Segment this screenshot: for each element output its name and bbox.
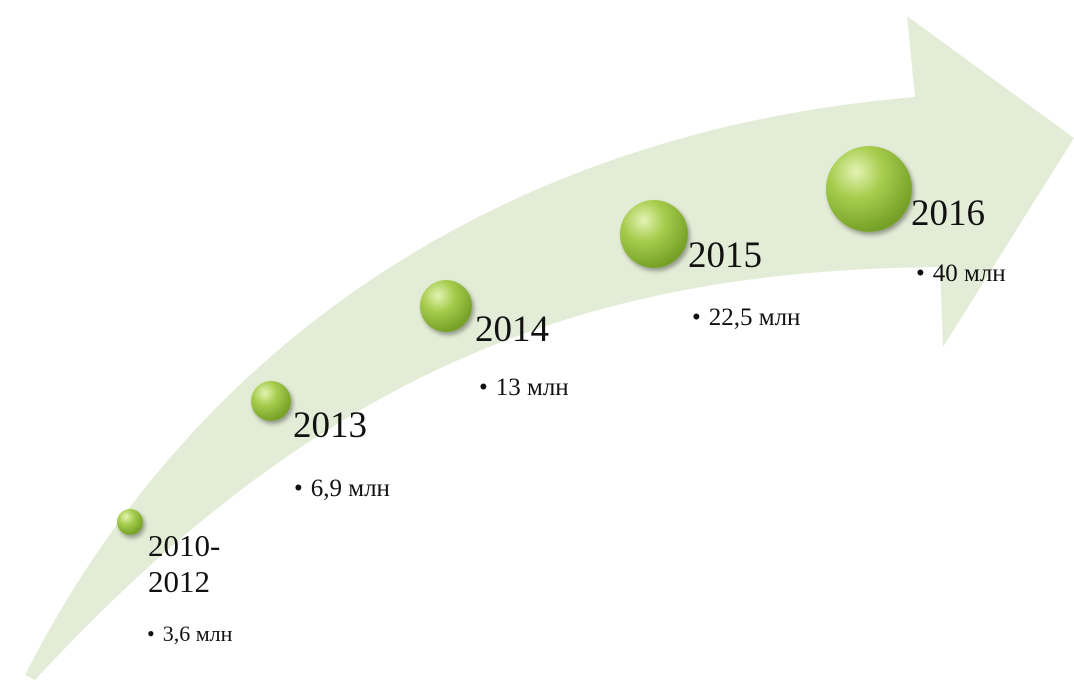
bullet-icon: •: [692, 304, 701, 331]
bullet-icon: •: [294, 475, 303, 502]
milestone-year: 2014: [475, 309, 549, 350]
milestone-ball: [420, 280, 472, 332]
milestone-ball: [251, 381, 291, 421]
milestone-value: • 22,5 млн: [692, 304, 801, 331]
bullet-icon: •: [479, 374, 488, 401]
curved-arrow: [25, 16, 1074, 680]
milestone-year: 2013: [293, 405, 367, 446]
milestone-year: 2016: [911, 193, 985, 234]
milestone-ball: [117, 509, 143, 535]
milestone-year: 2010- 2012: [148, 528, 221, 599]
bullet-icon: •: [916, 260, 925, 287]
milestone-year: 2015: [688, 235, 762, 276]
milestone-ball: [826, 146, 912, 232]
milestone-value: • 13 млн: [479, 374, 569, 401]
milestone-value: • 40 млн: [916, 260, 1006, 287]
milestone-value: • 6,9 млн: [294, 475, 390, 502]
milestone-value: • 3,6 млн: [147, 621, 233, 646]
bullet-icon: •: [147, 621, 155, 646]
milestone-ball: [620, 200, 688, 268]
